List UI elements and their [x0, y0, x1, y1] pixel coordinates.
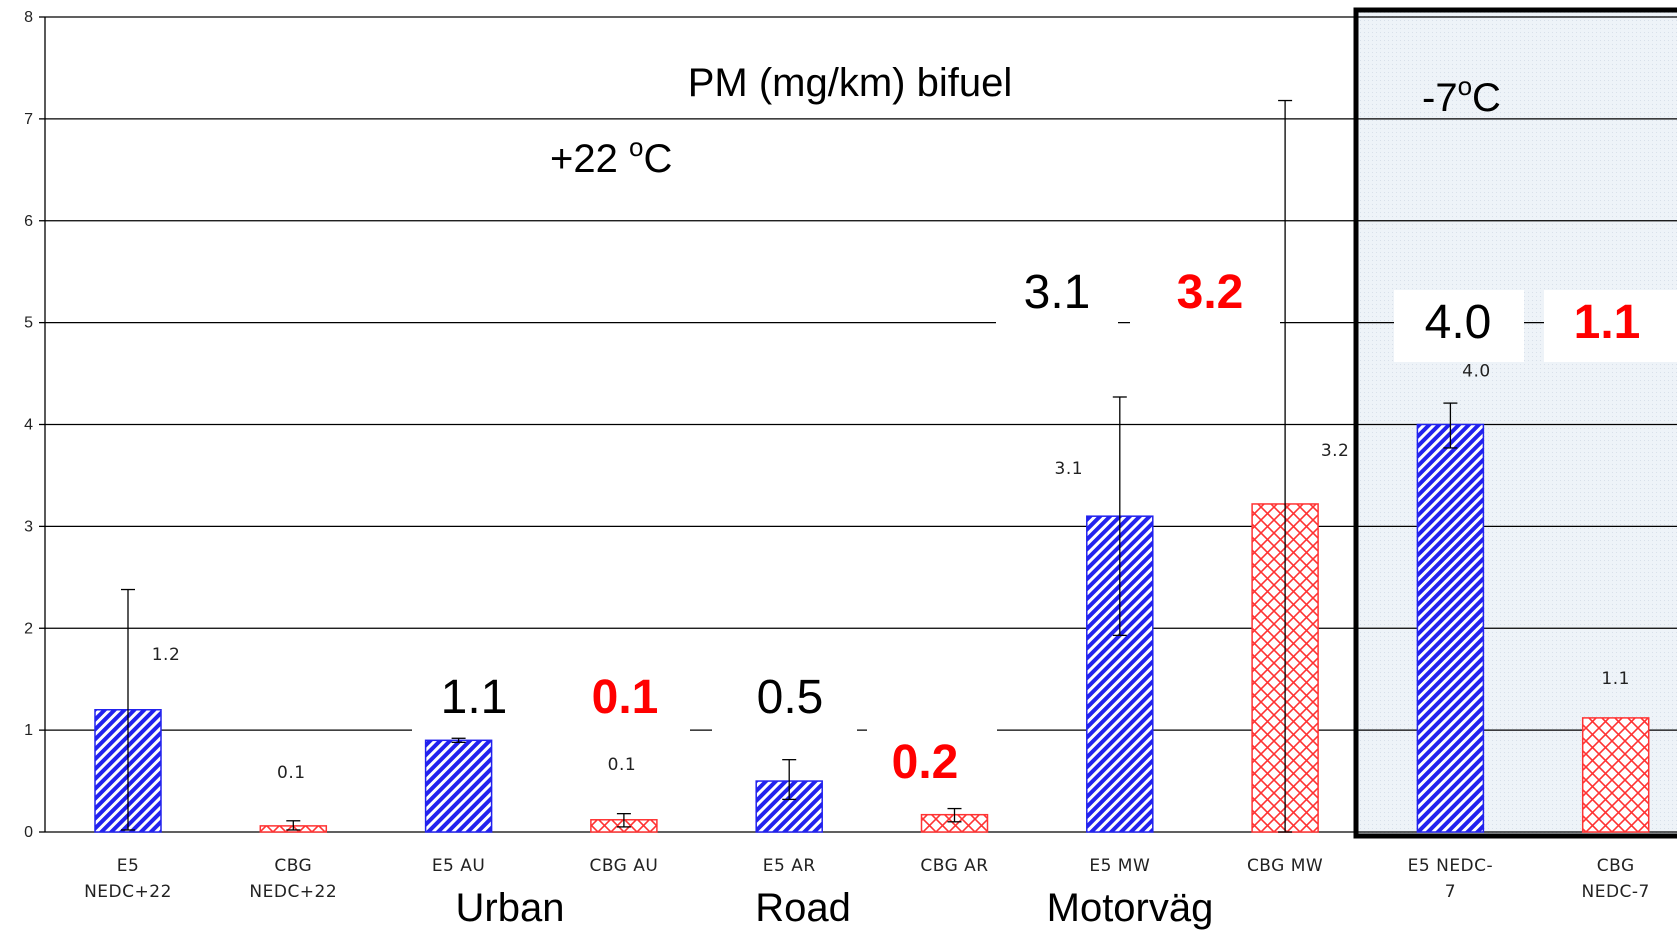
callout-motorvag-e5: 3.1: [1024, 266, 1091, 319]
y-tick-label-3: 3: [24, 518, 33, 535]
error-bar-6: [1112, 396, 1127, 637]
x-tick-label-3: CBG AU: [589, 856, 658, 876]
y-tick-label-6: 6: [24, 213, 33, 230]
data-label-9: 1.1: [1601, 669, 1630, 689]
callout-motorvag-cbg: 3.2: [1177, 266, 1244, 319]
grid-lines: [45, 16, 1677, 833]
x-tick-label-2: E5 AU: [432, 856, 486, 876]
x-tick-label-5: CBG AR: [920, 856, 988, 876]
data-label-1: 0.1: [277, 763, 306, 783]
group-label-motorvag: Motorväg: [1047, 886, 1214, 930]
error-bar-5: [947, 807, 962, 823]
error-bar-0: [121, 588, 135, 831]
y-tick-label-4: 4: [24, 417, 33, 434]
callouts: 1.1 0.1 0.5 0.2 3.1 3.2 4.0 1.1: [412, 258, 1677, 792]
error-bar-1: [286, 820, 301, 831]
x-tick-label-4: E5 AR: [763, 856, 816, 876]
error-bar-2: [451, 737, 466, 743]
x-tick-labels: E5 NEDC+22 CBG NEDC+22 E5 AU CBG AU E5 AR CBG A…: [84, 856, 1650, 902]
callout-road-e5: 0.5: [757, 671, 824, 724]
bar-9: [1581, 717, 1650, 833]
callout-road-cbg: 0.2: [892, 736, 959, 789]
chart-title: PM (mg/km) bifuel: [688, 61, 1013, 105]
data-labels: 1.2 0.1 0.1 3.1 3.2 4.0 1.1: [152, 362, 1630, 783]
x-tick-label-1: CBG NEDC+22: [249, 856, 337, 902]
data-label-8: 4.0: [1462, 362, 1491, 382]
temp-cold-label: -7oC: [1422, 71, 1501, 120]
y-tick-label-0: 0: [24, 824, 33, 841]
y-tick-label-8: 8: [24, 9, 33, 26]
temp-warm-label: +22 oC: [550, 132, 672, 181]
error-bars: [121, 99, 1458, 833]
callout-cold-cbg: 1.1: [1574, 296, 1641, 349]
bar-2: [424, 739, 493, 833]
error-bar-8: [1443, 402, 1458, 449]
y-axis: 0 1 2 3 4 5 6 7 8: [24, 9, 46, 841]
data-label-3: 0.1: [608, 755, 637, 775]
y-tick-label-5: 5: [24, 315, 33, 332]
bar-8: [1416, 423, 1485, 833]
group-label-road: Road: [755, 886, 851, 930]
data-label-7: 3.2: [1321, 441, 1350, 461]
y-tick-label-1: 1: [24, 722, 33, 739]
group-label-urban: Urban: [456, 886, 565, 930]
y-tick-label-2: 2: [24, 620, 33, 637]
cold-test-panel: [1353, 7, 1677, 839]
error-bar-4: [782, 759, 797, 801]
error-bar-3: [616, 813, 631, 828]
x-tick-label-6: E5 MW: [1089, 856, 1150, 876]
data-label-6: 3.1: [1055, 459, 1084, 479]
x-tick-label-9: CBG NEDC-7: [1582, 856, 1650, 902]
callout-urban-cbg: 0.1: [592, 671, 659, 724]
x-tick-label-7: CBG MW: [1247, 856, 1323, 876]
callout-urban-e5: 1.1: [441, 671, 508, 724]
error-bar-7: [1278, 99, 1293, 833]
x-tick-label-0: E5 NEDC+22: [84, 856, 172, 902]
x-tick-label-8: E5 NEDC-7: [1408, 856, 1494, 902]
data-label-0: 1.2: [152, 645, 181, 665]
callout-cold-e5: 4.0: [1425, 296, 1492, 349]
y-tick-label-7: 7: [24, 111, 33, 128]
